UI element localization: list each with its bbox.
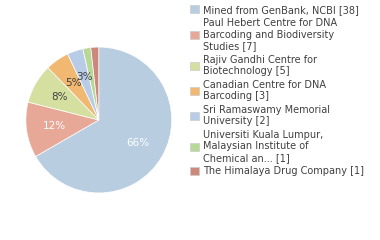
Text: 3%: 3% [76, 72, 92, 82]
Text: 66%: 66% [127, 138, 150, 148]
Legend: Mined from GenBank, NCBI [38], Paul Hebert Centre for DNA
Barcoding and Biodiver: Mined from GenBank, NCBI [38], Paul Hebe… [190, 5, 364, 176]
Text: 8%: 8% [51, 92, 68, 102]
Wedge shape [26, 102, 99, 156]
Wedge shape [83, 48, 99, 120]
Text: 12%: 12% [43, 121, 66, 131]
Wedge shape [68, 49, 99, 120]
Text: 5%: 5% [65, 78, 81, 88]
Wedge shape [48, 54, 99, 120]
Wedge shape [91, 47, 99, 120]
Wedge shape [36, 47, 172, 193]
Wedge shape [28, 68, 99, 120]
